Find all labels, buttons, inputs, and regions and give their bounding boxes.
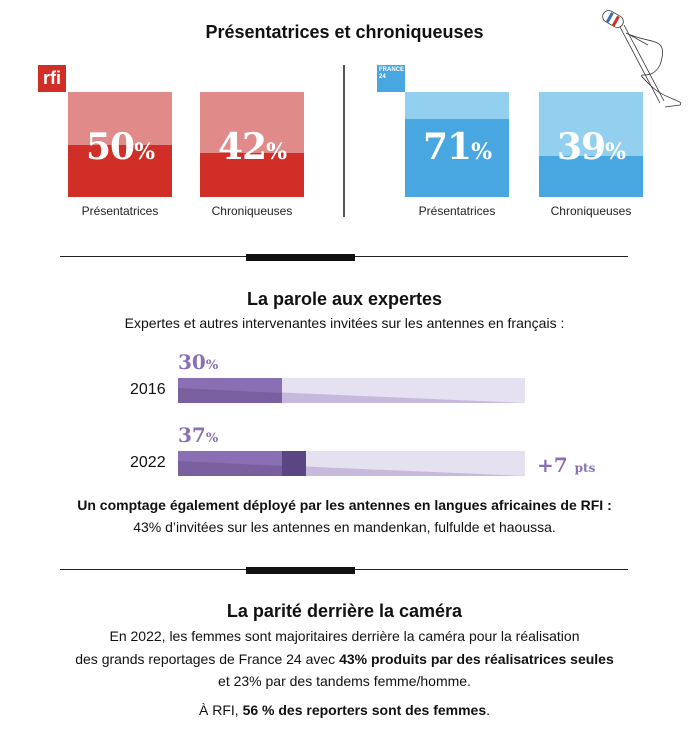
bar-2022 [178, 451, 525, 476]
section-title-experts: La parole aux expertes [246, 289, 443, 309]
camera-text-line1: En 2022, les femmes sont majoritaires de… [109, 628, 580, 644]
bar-fill-shade [178, 388, 282, 403]
value: 39% [556, 126, 626, 168]
rfi-presenters-label: Présentatrices [81, 204, 159, 218]
microphone-icon [602, 10, 682, 108]
france24-logo: FRANCE 24 [377, 65, 405, 92]
fill [200, 152, 304, 197]
delta-label: +7 pts [537, 453, 596, 477]
section-title-presenters: Présentatrices et chroniqueuses [205, 22, 484, 42]
f24-presenters-label: Présentatrices [418, 204, 496, 218]
value: 42% [217, 126, 287, 168]
year-2016: 2016 [130, 381, 166, 398]
rfi-columnists-label: Chroniqueuses [211, 204, 293, 218]
value-2016: 30% [178, 350, 219, 374]
fill [68, 144, 172, 197]
camera-text-line3: et 23% par des tandems femme/homme. [218, 673, 471, 689]
section-divider-accent [246, 567, 355, 574]
f24-columnists-label: Chroniqueuses [550, 204, 632, 218]
vertical-divider [343, 65, 345, 217]
year-2022: 2022 [130, 454, 166, 471]
camera-text-line2: des grands reportages de France 24 avec … [75, 651, 614, 667]
bar-increase [282, 451, 306, 476]
value-2022: 37% [178, 423, 219, 447]
rfi-presenters-square: 50% [68, 92, 172, 197]
f24-presenters-square: 71% [405, 92, 509, 197]
african-languages-note: 43% d’invitées sur les antennes en mande… [133, 519, 556, 535]
rfi-columnists-square: 42% [200, 92, 304, 197]
camera-text-rfi: À RFI, 56 % des reporters sont des femme… [199, 702, 490, 718]
rfi-logo: rfi [38, 65, 66, 92]
fill [539, 156, 643, 197]
section-title-camera: La parité derrière la caméra [226, 601, 463, 621]
section-divider-accent [246, 254, 355, 261]
f24-columnists-square: 39% [539, 92, 643, 197]
african-languages-note-title: Un comptage également déployé par les an… [77, 497, 612, 513]
bar-2016 [178, 378, 525, 403]
value: 71% [422, 126, 492, 168]
bar-fill-shade [178, 461, 306, 476]
fill [405, 119, 509, 197]
experts-subtitle: Expertes et autres intervenantes invitée… [124, 315, 565, 331]
value: 50% [85, 126, 155, 168]
